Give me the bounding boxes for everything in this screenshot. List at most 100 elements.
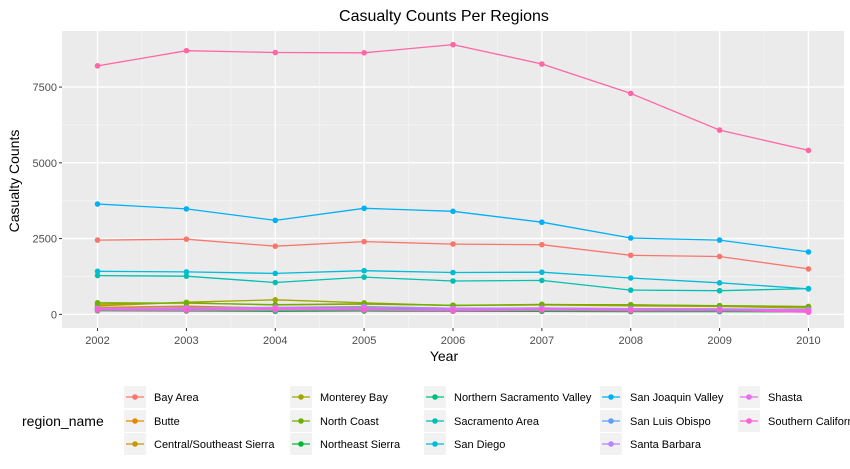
data-point — [94, 300, 101, 306]
x-tick-label: 2003 — [174, 335, 198, 347]
legend-label: North Coast — [320, 416, 379, 428]
legend-item: North Coast — [290, 410, 379, 432]
x-axis-title: Year — [430, 348, 459, 364]
data-point — [805, 147, 812, 154]
data-point — [539, 241, 545, 248]
legend-key-point — [132, 418, 138, 424]
legend-item: Bay Area — [124, 386, 200, 408]
data-point — [450, 208, 456, 215]
data-point — [272, 307, 279, 313]
legend-label: Central/Southeast Sierra — [154, 439, 275, 451]
data-point — [627, 235, 634, 241]
legend-key-point — [298, 394, 304, 400]
data-point — [94, 272, 101, 279]
y-tick-label: 0 — [51, 309, 57, 321]
data-point — [716, 253, 723, 260]
series-8 — [94, 267, 812, 292]
legend-label: San Luis Obispo — [630, 416, 711, 428]
series-13 — [94, 307, 812, 316]
x-tick-label: 2008 — [618, 335, 642, 347]
data-point — [272, 279, 279, 286]
x-tick-label: 2006 — [441, 335, 465, 347]
data-point — [361, 274, 367, 280]
legend-label: Southern California — [768, 416, 850, 428]
legend-item: Shasta — [738, 386, 803, 408]
data-point — [94, 237, 101, 243]
series-layer — [94, 41, 812, 316]
y-tick-label: 7500 — [33, 82, 57, 94]
data-point — [183, 206, 190, 212]
data-point — [716, 237, 723, 243]
data-point — [94, 201, 101, 207]
data-point — [361, 205, 367, 212]
x-tick-label: 2010 — [796, 335, 820, 347]
data-point — [272, 297, 279, 303]
legend-label: San Joaquin Valley — [630, 392, 724, 404]
legend-key-point — [608, 418, 614, 424]
data-point — [272, 217, 279, 224]
data-point — [627, 252, 634, 259]
data-point — [94, 268, 101, 275]
legend-item: San Luis Obispo — [600, 410, 711, 432]
legend-key-point — [746, 394, 752, 400]
legend-item: San Joaquin Valley — [600, 386, 724, 408]
series-14 — [94, 41, 812, 154]
series-9 — [94, 201, 812, 255]
legend-label: Sacramento Area — [454, 416, 540, 428]
data-point — [716, 280, 723, 286]
legend-label: Northeast Sierra — [320, 439, 401, 451]
legend-label: Monterey Bay — [320, 392, 388, 404]
legend-key-point — [608, 394, 614, 400]
data-point — [539, 61, 545, 67]
legend-item: Santa Barbara — [600, 433, 702, 455]
legend-key-point — [608, 441, 614, 447]
y-axis-title: Casualty Counts — [6, 130, 22, 233]
data-point — [361, 307, 367, 313]
legend-key-point — [746, 418, 752, 424]
data-point — [183, 236, 190, 243]
legend-label: Santa Barbara — [630, 439, 702, 451]
data-point — [539, 269, 545, 276]
legend-key-point — [298, 418, 304, 424]
data-point — [805, 309, 812, 316]
data-point — [272, 49, 279, 56]
legend-item: Monterey Bay — [290, 386, 388, 408]
data-point — [539, 277, 545, 284]
legend-item: Southern California — [738, 410, 850, 432]
series-0 — [94, 236, 812, 272]
legend: Bay Area Butte Central/Southeast Sierra Mon… — [124, 386, 850, 455]
legend-label: Northern Sacramento Valley — [454, 392, 592, 404]
legend-label: Bay Area — [154, 392, 200, 404]
legend-item: Sacramento Area — [424, 410, 540, 432]
legend-item: Central/Southeast Sierra — [124, 433, 275, 455]
data-point — [183, 307, 190, 314]
data-point — [627, 307, 634, 314]
legend-key-point — [298, 441, 304, 447]
legend-item: Butte — [124, 410, 180, 432]
data-point — [627, 287, 634, 293]
y-tick-label: 2500 — [33, 234, 57, 246]
legend-key-point — [432, 394, 438, 400]
data-point — [450, 41, 456, 48]
y-tick-label: 5000 — [33, 158, 57, 170]
data-point — [450, 278, 456, 284]
x-tick-label: 2005 — [352, 335, 376, 347]
data-point — [183, 269, 190, 275]
tick-layer: 0 2500 5000 7500 2002 2003 2004 2005 2006 2007 200… — [33, 82, 821, 347]
data-point — [94, 307, 101, 313]
series-7 — [94, 272, 812, 294]
legend-label: Shasta — [768, 392, 803, 404]
data-point — [716, 307, 723, 314]
x-tick-label: 2007 — [530, 335, 554, 347]
data-point — [805, 266, 812, 272]
x-tick-label: 2004 — [263, 335, 287, 347]
data-point — [272, 243, 279, 249]
data-point — [183, 273, 190, 279]
data-point — [183, 300, 190, 306]
data-point — [805, 286, 812, 292]
data-point — [183, 47, 190, 54]
data-point — [361, 267, 367, 274]
data-point — [716, 287, 723, 294]
legend-key-point — [432, 441, 438, 447]
